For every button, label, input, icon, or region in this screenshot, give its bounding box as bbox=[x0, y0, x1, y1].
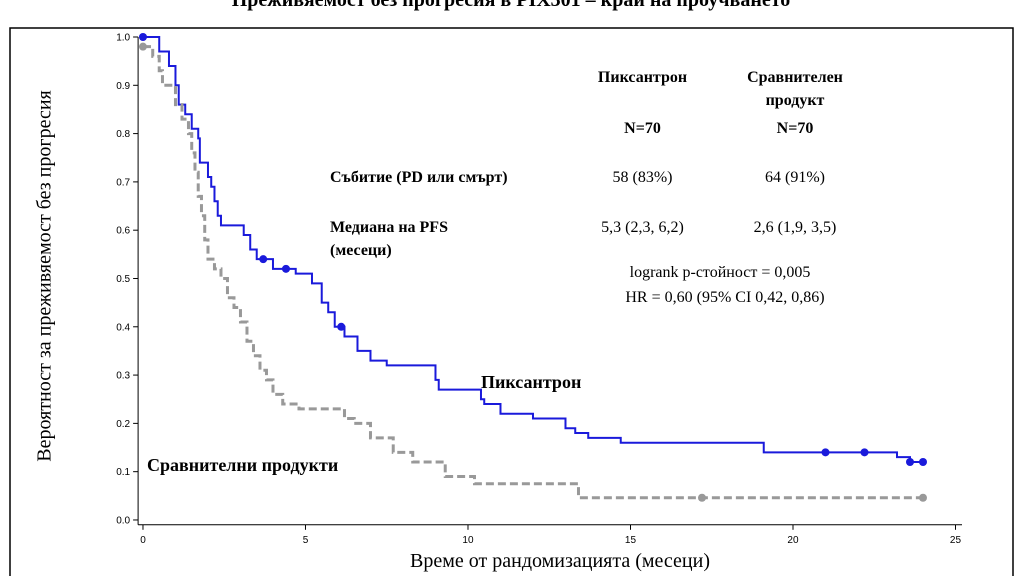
censor-marker bbox=[905, 458, 914, 467]
y-axis-label: Вероятност за преживяемост без прогресия bbox=[34, 90, 56, 462]
note: HR = 0,60 (95% CI 0,42, 0,86) bbox=[625, 289, 825, 306]
censor-marker bbox=[138, 33, 147, 41]
chart-title: Преживяемост без прогресия в PIX301 – кр… bbox=[232, 0, 791, 11]
censor-marker bbox=[259, 255, 268, 264]
survival-curve bbox=[142, 45, 923, 500]
y-tick-label: 1.0 bbox=[116, 33, 130, 44]
survival-curve bbox=[142, 36, 923, 464]
x-tick-label: 5 bbox=[303, 535, 309, 546]
censor-marker bbox=[138, 42, 147, 51]
series-label: Пиксантрон bbox=[481, 372, 581, 392]
y-tick-label: 0.2 bbox=[116, 419, 130, 430]
y-tick-label: 0.9 bbox=[116, 81, 130, 92]
y-tick-label: 0.6 bbox=[116, 226, 130, 237]
row-label: Събитие (PD или смърт) bbox=[330, 169, 508, 186]
censor-marker bbox=[918, 458, 927, 467]
y-tick-label: 0.4 bbox=[116, 322, 130, 333]
column-header: Пиксантрон bbox=[597, 69, 688, 86]
y-tick-label: 0.5 bbox=[116, 274, 130, 285]
censor-marker bbox=[697, 493, 706, 502]
censor-marker bbox=[918, 493, 927, 502]
row-label: Медиана на PFS (месеци) bbox=[330, 219, 448, 259]
frame bbox=[9, 27, 1014, 576]
censor-marker bbox=[337, 322, 346, 331]
y-tick-label: 0.0 bbox=[116, 515, 130, 526]
censor-marker bbox=[281, 264, 290, 273]
column-n: N=70 bbox=[624, 120, 661, 137]
x-tick-label: 0 bbox=[140, 535, 146, 546]
censor-marker bbox=[860, 448, 869, 457]
cell: 64 (91%) bbox=[765, 169, 825, 186]
censor-marker bbox=[821, 448, 830, 457]
series-label: Сравнителни продукти bbox=[147, 455, 338, 475]
cell: 58 (83%) bbox=[612, 169, 673, 186]
x-tick-label: 10 bbox=[462, 535, 474, 546]
y-tick-label: 0.3 bbox=[116, 371, 130, 382]
x-axis-label: Време от рандомизацията (месеци) bbox=[410, 550, 710, 572]
y-tick-label: 0.7 bbox=[116, 177, 130, 188]
x-tick-label: 25 bbox=[950, 535, 962, 546]
x-tick-label: 15 bbox=[625, 535, 637, 546]
note: logrank p-стойност = 0,005 bbox=[629, 264, 811, 281]
column-n: N=70 bbox=[776, 120, 814, 137]
x-tick-label: 20 bbox=[787, 535, 799, 546]
cell: 2,6 (1,9, 3,5) bbox=[753, 219, 837, 236]
column-header: Сравнителен продукт bbox=[747, 69, 843, 109]
cell: 5,3 (2,3, 6,2) bbox=[601, 219, 684, 236]
y-tick-label: 0.1 bbox=[116, 467, 130, 478]
y-tick-label: 0.8 bbox=[116, 129, 130, 140]
